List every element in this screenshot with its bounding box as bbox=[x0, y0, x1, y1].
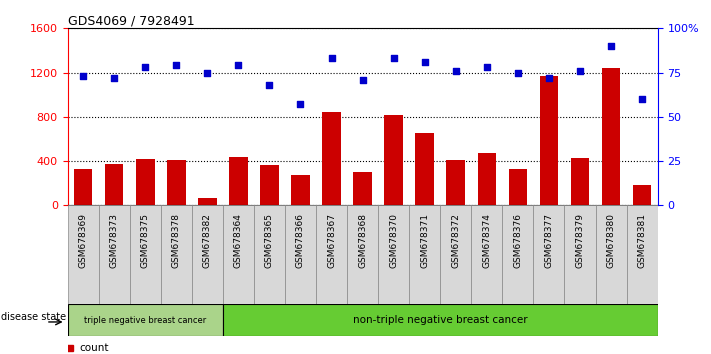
Text: GSM678382: GSM678382 bbox=[203, 213, 212, 268]
Point bbox=[326, 56, 337, 61]
Point bbox=[295, 102, 306, 107]
Text: GSM678381: GSM678381 bbox=[638, 213, 646, 268]
Point bbox=[202, 70, 213, 75]
Bar bbox=[565, 205, 596, 304]
Text: GSM678369: GSM678369 bbox=[79, 213, 87, 268]
Point bbox=[419, 59, 430, 65]
Text: count: count bbox=[80, 343, 109, 353]
Bar bbox=[410, 205, 440, 304]
Bar bbox=[440, 205, 471, 304]
Bar bbox=[471, 205, 503, 304]
Bar bbox=[74, 169, 92, 205]
Bar bbox=[167, 160, 186, 205]
Bar bbox=[347, 205, 378, 304]
Bar bbox=[68, 304, 223, 336]
Point bbox=[264, 82, 275, 88]
Point bbox=[605, 43, 616, 49]
Bar bbox=[478, 153, 496, 205]
Point bbox=[357, 77, 368, 82]
Bar bbox=[596, 205, 626, 304]
Bar bbox=[223, 205, 254, 304]
Point bbox=[636, 96, 648, 102]
Bar bbox=[626, 205, 658, 304]
Bar bbox=[415, 133, 434, 205]
Bar bbox=[316, 205, 347, 304]
Bar bbox=[447, 160, 465, 205]
Bar bbox=[508, 169, 528, 205]
Bar bbox=[223, 304, 658, 336]
Bar bbox=[292, 176, 310, 205]
Text: GSM678365: GSM678365 bbox=[265, 213, 274, 268]
Text: GSM678380: GSM678380 bbox=[606, 213, 616, 268]
Text: GSM678364: GSM678364 bbox=[234, 213, 243, 268]
Text: GDS4069 / 7928491: GDS4069 / 7928491 bbox=[68, 14, 194, 27]
Bar bbox=[229, 156, 247, 205]
Text: GSM678367: GSM678367 bbox=[327, 213, 336, 268]
Point bbox=[481, 64, 493, 70]
Text: non-triple negative breast cancer: non-triple negative breast cancer bbox=[353, 315, 528, 325]
Text: GSM678370: GSM678370 bbox=[389, 213, 398, 268]
Bar bbox=[540, 76, 558, 205]
Bar bbox=[533, 205, 565, 304]
Bar bbox=[322, 112, 341, 205]
Bar bbox=[105, 164, 124, 205]
Point bbox=[171, 63, 182, 68]
Text: GSM678371: GSM678371 bbox=[420, 213, 429, 268]
Text: GSM678373: GSM678373 bbox=[109, 213, 119, 268]
Bar bbox=[192, 205, 223, 304]
Bar bbox=[99, 205, 129, 304]
Text: GSM678378: GSM678378 bbox=[172, 213, 181, 268]
Text: GSM678377: GSM678377 bbox=[545, 213, 553, 268]
Text: GSM678372: GSM678372 bbox=[451, 213, 460, 268]
Point bbox=[543, 75, 555, 81]
Text: GSM678376: GSM678376 bbox=[513, 213, 523, 268]
Bar bbox=[198, 198, 217, 205]
Bar bbox=[353, 172, 372, 205]
Point bbox=[77, 73, 89, 79]
Bar bbox=[602, 68, 621, 205]
Bar bbox=[260, 165, 279, 205]
Point bbox=[450, 68, 461, 74]
Text: triple negative breast cancer: triple negative breast cancer bbox=[84, 316, 206, 325]
Text: GSM678375: GSM678375 bbox=[141, 213, 150, 268]
Bar bbox=[161, 205, 192, 304]
Bar bbox=[129, 205, 161, 304]
Bar bbox=[68, 205, 99, 304]
Point bbox=[574, 68, 586, 74]
Bar bbox=[378, 205, 410, 304]
Bar bbox=[136, 159, 154, 205]
Point bbox=[232, 63, 244, 68]
Point bbox=[512, 70, 523, 75]
Bar bbox=[633, 185, 651, 205]
Bar bbox=[385, 115, 403, 205]
Text: GSM678379: GSM678379 bbox=[575, 213, 584, 268]
Bar bbox=[254, 205, 285, 304]
Text: GSM678366: GSM678366 bbox=[296, 213, 305, 268]
Text: GSM678368: GSM678368 bbox=[358, 213, 367, 268]
Text: disease state: disease state bbox=[1, 312, 66, 321]
Point bbox=[139, 64, 151, 70]
Point bbox=[109, 75, 120, 81]
Point bbox=[388, 56, 400, 61]
Bar bbox=[571, 158, 589, 205]
Bar bbox=[285, 205, 316, 304]
Bar bbox=[503, 205, 533, 304]
Text: GSM678374: GSM678374 bbox=[482, 213, 491, 268]
